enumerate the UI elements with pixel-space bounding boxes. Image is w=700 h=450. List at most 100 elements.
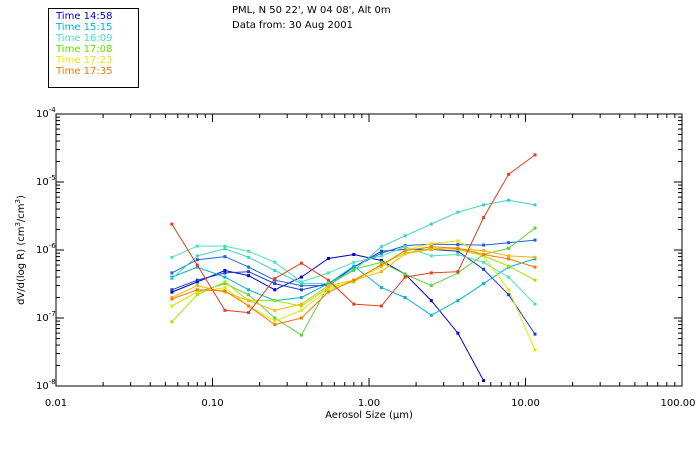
data-point	[223, 269, 227, 272]
data-point	[533, 238, 537, 242]
tick-labels: 0.01 0.10 1.00 10.00 100.00 10-8 10-7 10…	[36, 106, 696, 409]
data-point	[456, 253, 460, 256]
data-point	[247, 255, 251, 259]
legend-entry-2: Time 15:15	[56, 22, 113, 33]
data-point	[273, 282, 277, 286]
data-point	[195, 278, 199, 282]
x-tick-label-5: 100.00	[661, 398, 696, 409]
x-tick-label-1: 0.01	[45, 398, 67, 409]
data-point	[533, 257, 537, 261]
data-point	[195, 244, 199, 248]
data-point	[195, 280, 199, 284]
data-point	[533, 255, 537, 259]
data-point	[507, 241, 511, 245]
x-axis-title: Aerosol Size (μm)	[325, 410, 413, 421]
data-point	[273, 277, 277, 281]
data-point	[507, 288, 511, 292]
data-point	[170, 255, 174, 259]
legend-entry-6: Time 17:35	[56, 66, 113, 77]
data-point	[533, 278, 537, 282]
data-point	[223, 271, 227, 275]
data-point	[352, 264, 356, 268]
legend-entry-1: Time 14:58	[56, 11, 113, 22]
data-point	[482, 216, 486, 220]
data-point	[403, 296, 407, 299]
y-tick-label-2: 10-7	[36, 310, 56, 324]
data-point	[456, 210, 460, 214]
y-tick-label-5: 10-4	[36, 106, 56, 120]
data-point	[533, 265, 537, 269]
data-point	[247, 274, 251, 278]
data-point	[533, 302, 537, 306]
data-point	[247, 304, 251, 308]
data-point	[429, 284, 433, 288]
axis-ticks	[55, 114, 682, 387]
data-point	[429, 222, 433, 226]
data-point	[456, 331, 460, 335]
data-point	[247, 299, 251, 303]
data-point	[507, 293, 511, 297]
data-point	[456, 249, 460, 253]
data-point	[379, 245, 383, 249]
data-point	[379, 259, 383, 262]
data-point	[223, 308, 227, 312]
y-tick-label-1: 10-8	[36, 378, 56, 392]
data-point	[482, 260, 486, 264]
legend-entry-4: Time 17:08	[56, 44, 113, 55]
data-point	[429, 254, 433, 258]
plot-frame	[55, 113, 683, 387]
data-point	[170, 271, 174, 275]
data-point	[247, 288, 251, 292]
station-info: PML, N 50 22', W 04 08', Alt 0m	[232, 5, 391, 16]
data-point	[533, 153, 537, 157]
data-point	[223, 275, 227, 279]
data-point	[482, 203, 486, 207]
data-point	[403, 234, 407, 238]
legend-entry-3: Time 16:09	[56, 33, 113, 44]
data-point	[533, 348, 537, 352]
data-point	[299, 275, 303, 279]
data-point	[429, 247, 433, 251]
data-point	[273, 299, 277, 303]
data-point	[379, 270, 383, 274]
y-tick-label-4: 10-5	[36, 174, 56, 188]
data-point	[273, 278, 277, 282]
data-point	[195, 288, 199, 292]
data-point	[170, 222, 174, 226]
data-point	[326, 257, 330, 260]
data-point	[456, 270, 460, 274]
data-point	[299, 288, 303, 292]
legend: Time 14:58 Time 15:15 Time 16:09 Time 17…	[48, 8, 139, 88]
data-point	[379, 304, 383, 308]
data-point	[273, 288, 277, 292]
data-point	[273, 316, 277, 320]
data-point	[403, 252, 407, 256]
data-point	[299, 280, 303, 284]
data-point	[326, 286, 330, 290]
data-point	[482, 249, 486, 253]
data-point	[482, 243, 486, 247]
data-point	[170, 297, 174, 301]
data-point	[223, 286, 227, 290]
data-point	[379, 260, 383, 264]
data-point	[223, 280, 227, 284]
data-point	[170, 288, 174, 292]
data-point	[195, 258, 199, 262]
y-axis-title: dV/d(log R) (cm3/cm3)	[14, 195, 27, 305]
data-point	[299, 316, 303, 320]
data-point	[403, 249, 407, 253]
data-point	[326, 290, 330, 294]
data-point	[482, 379, 486, 383]
data-point	[352, 280, 356, 284]
data-point	[533, 226, 537, 230]
data-point	[429, 313, 433, 317]
data-point	[379, 265, 383, 269]
data-point	[429, 245, 433, 249]
data-point	[507, 246, 511, 250]
data-point	[379, 254, 383, 258]
data-point	[403, 275, 407, 279]
data-point	[273, 323, 277, 327]
data-point	[352, 267, 356, 271]
data-date: Data from: 30 Aug 2001	[232, 20, 353, 31]
data-point	[299, 302, 303, 306]
